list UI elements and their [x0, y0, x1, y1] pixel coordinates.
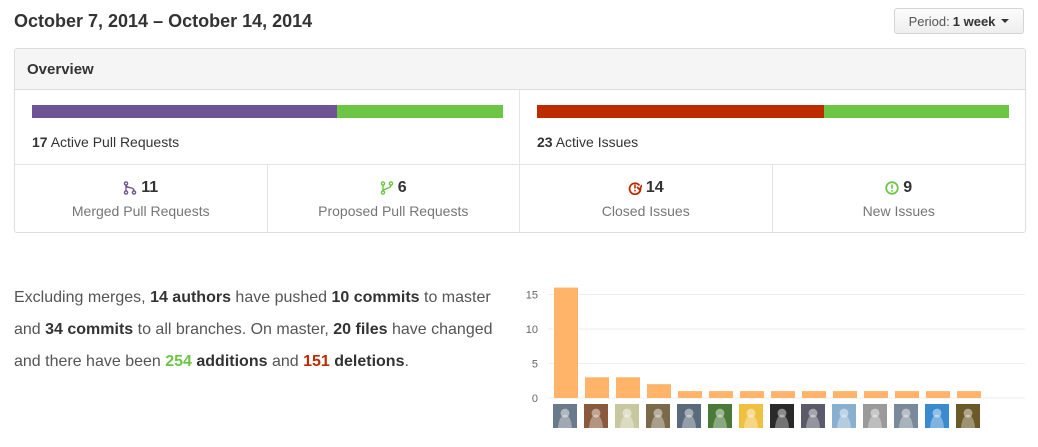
additions-count: 254: [165, 353, 192, 370]
commit-bar[interactable]: [864, 391, 888, 398]
commit-bar[interactable]: [926, 391, 950, 398]
active-pull-requests-count: 17: [32, 134, 48, 150]
summary-text: and: [267, 353, 304, 370]
active-issues-section[interactable]: 23 Active Issues: [520, 90, 1025, 164]
avatar[interactable]: [646, 404, 670, 428]
commit-bar[interactable]: [740, 391, 764, 398]
commit-bar[interactable]: [771, 391, 795, 398]
closed-count: 14: [645, 179, 664, 196]
git-merge-icon: [123, 181, 137, 195]
period-value: 1 week: [952, 13, 996, 29]
commit-bar[interactable]: [895, 391, 919, 398]
avatar[interactable]: [956, 404, 980, 428]
additions-label: additions: [191, 353, 268, 370]
summary-text: .: [404, 353, 409, 370]
avatar[interactable]: [801, 404, 825, 428]
files-changed: 20 files: [333, 321, 388, 338]
deletions-label: deletions: [329, 353, 405, 370]
summary-text: Excluding merges,: [14, 289, 151, 306]
summary-text: have pushed: [230, 289, 332, 306]
pull-requests-ratio-bar: [32, 105, 503, 118]
merged-count: 11: [141, 179, 159, 196]
avatar[interactable]: [925, 404, 949, 428]
issues-ratio-bar: [537, 105, 1009, 118]
closed-label: Closed Issues: [601, 203, 690, 219]
commit-bar[interactable]: [802, 391, 826, 398]
commit-bar[interactable]: [957, 391, 981, 398]
avatar[interactable]: [863, 404, 887, 428]
active-pull-requests-text: Active Pull Requests: [50, 134, 180, 150]
summary-text: have changed and there have been: [14, 321, 493, 370]
active-issues-text: Active Issues: [555, 134, 639, 150]
active-issues-count: 23: [537, 134, 553, 150]
overview-panel: Overview 17 Active Pull Requests 23 Acti…: [14, 48, 1026, 233]
commit-summary: Excluding merges, 14 authors have pushed…: [14, 282, 504, 378]
master-commits: 10 commits: [331, 289, 420, 306]
avatar[interactable]: [553, 404, 577, 428]
caret-down-icon: [1001, 19, 1010, 23]
avatar[interactable]: [739, 404, 763, 428]
y-tick-label: 5: [532, 359, 538, 371]
avatar[interactable]: [677, 404, 701, 428]
avatar[interactable]: [708, 404, 732, 428]
all-commits: 34 commits: [45, 321, 134, 338]
issues-bar-segment-2: [824, 105, 1009, 118]
avatar[interactable]: [832, 404, 856, 428]
y-tick-label: 0: [532, 393, 538, 405]
stat-merged-pull-requests[interactable]: 11 Merged Pull Requests: [15, 165, 268, 232]
summary-text: to all branches. On master,: [133, 321, 334, 338]
stat-new-issues[interactable]: 9 New Issues: [773, 165, 1026, 232]
avatar[interactable]: [615, 404, 639, 428]
commit-bar[interactable]: [833, 391, 857, 398]
active-pull-requests-label[interactable]: 17 Active Pull Requests: [32, 134, 179, 150]
merged-label: Merged Pull Requests: [71, 203, 210, 219]
stat-proposed-pull-requests[interactable]: 6 Proposed Pull Requests: [268, 165, 520, 232]
commit-bar[interactable]: [647, 384, 671, 398]
y-tick-label: 15: [526, 290, 538, 302]
commit-bar[interactable]: [554, 287, 578, 398]
overview-title: Overview: [15, 49, 1025, 90]
avatar[interactable]: [770, 404, 794, 428]
new-count: 9: [903, 179, 913, 196]
commit-bar[interactable]: [678, 391, 702, 398]
commit-bar[interactable]: [585, 377, 609, 398]
y-tick-label: 10: [526, 324, 538, 336]
date-range: October 7, 2014 – October 14, 2014: [14, 11, 313, 31]
issue-opened-icon: [885, 181, 899, 195]
pull-requests-bar-segment-2: [336, 105, 503, 118]
overview-stats-row: 11 Merged Pull Requests 6 Proposed Pull …: [15, 165, 1025, 232]
avatar[interactable]: [584, 404, 608, 428]
git-pull-request-icon: [380, 181, 394, 195]
issue-closed-icon: [628, 182, 642, 195]
issues-bar-segment-1: [537, 105, 825, 118]
proposed-count: 6: [397, 179, 407, 196]
period-dropdown-button[interactable]: Period: 1 week: [894, 8, 1024, 34]
proposed-label: Proposed Pull Requests: [318, 203, 469, 219]
period-label: Period:: [908, 13, 950, 29]
commit-bar[interactable]: [709, 391, 733, 398]
avatar[interactable]: [894, 404, 918, 428]
new-label: New Issues: [862, 203, 935, 219]
summary-text: to master and: [14, 289, 491, 338]
commit-bar[interactable]: [616, 377, 640, 398]
overview-active-row: 17 Active Pull Requests 23 Active Issues: [15, 90, 1025, 165]
stat-closed-issues[interactable]: 14 Closed Issues: [520, 165, 773, 232]
pull-requests-bar-segment-1: [32, 105, 337, 118]
deletions-count: 151: [303, 353, 330, 370]
authors-count: 14 authors: [150, 289, 231, 306]
commits-by-author-chart: 0 5 10 15: [526, 287, 1025, 405]
active-pull-requests-section[interactable]: 17 Active Pull Requests: [15, 90, 520, 164]
active-issues-label[interactable]: 23 Active Issues: [537, 134, 638, 150]
